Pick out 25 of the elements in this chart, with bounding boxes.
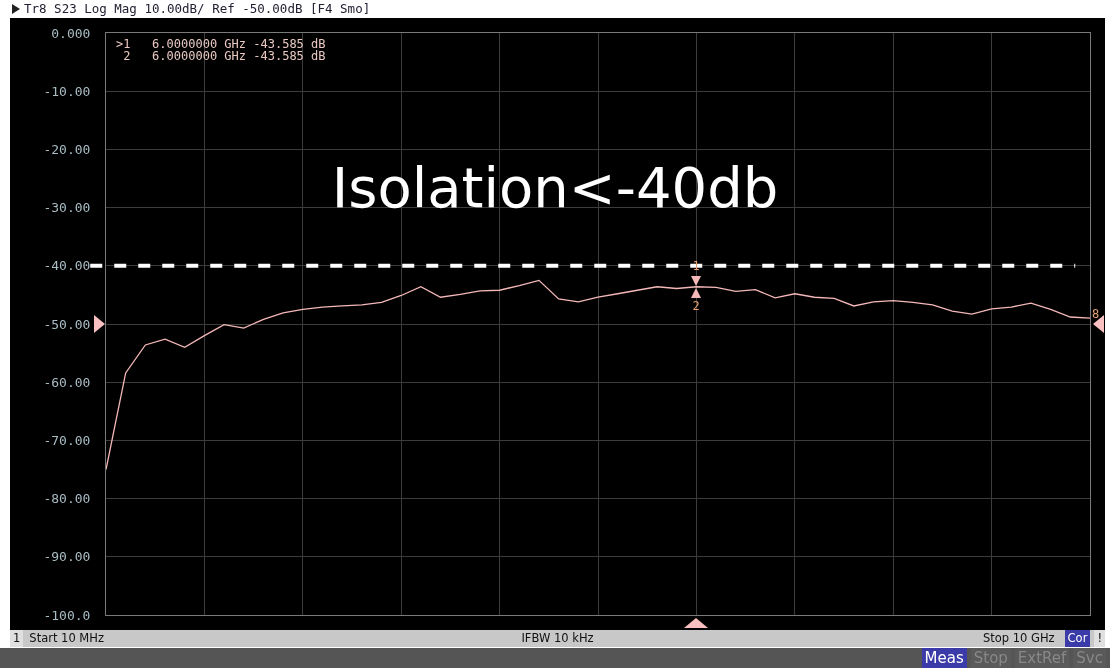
text: ! (1094, 630, 1105, 647)
y-tick-label: -60.00 (43, 374, 91, 390)
text: 8 (1092, 307, 1100, 321)
ref-line-label: Isolation<-40db (331, 155, 779, 220)
annotation: 1 (692, 258, 700, 273)
y-tick-label: -30.00 (43, 200, 91, 216)
y-tick-label: -100.0 (43, 607, 91, 623)
y-tick-label: -70.00 (43, 432, 91, 448)
text: Meas (921, 648, 967, 668)
text: IFBW 10 kHz (521, 631, 594, 645)
text: Start 10 MHz (29, 630, 104, 647)
y-tick-label: -10.00 (43, 83, 91, 99)
y-tick-label: -90.00 (43, 549, 91, 565)
chart-title: Tr8 S23 Log Mag 10.00dB/ Ref -50.00dB [F4 Smo] (24, 0, 371, 18)
text: 1 (10, 630, 24, 647)
y-tick-label: -50.00 (43, 316, 91, 332)
y-tick-label: -80.00 (43, 491, 91, 507)
y-tick-label: 0.000 (51, 25, 91, 41)
annotation: 2 (692, 298, 700, 313)
annotation: 2 6.0000000 GHz -43.585 dB (123, 49, 326, 63)
annotation: >1 6.0000000 GHz -43.585 dB (116, 37, 326, 51)
text: Cor (1064, 630, 1091, 647)
text: Stop 10 GHz (982, 630, 1055, 647)
y-tick-label: -40.00 (43, 258, 91, 274)
y-tick-label: -20.00 (43, 141, 91, 157)
